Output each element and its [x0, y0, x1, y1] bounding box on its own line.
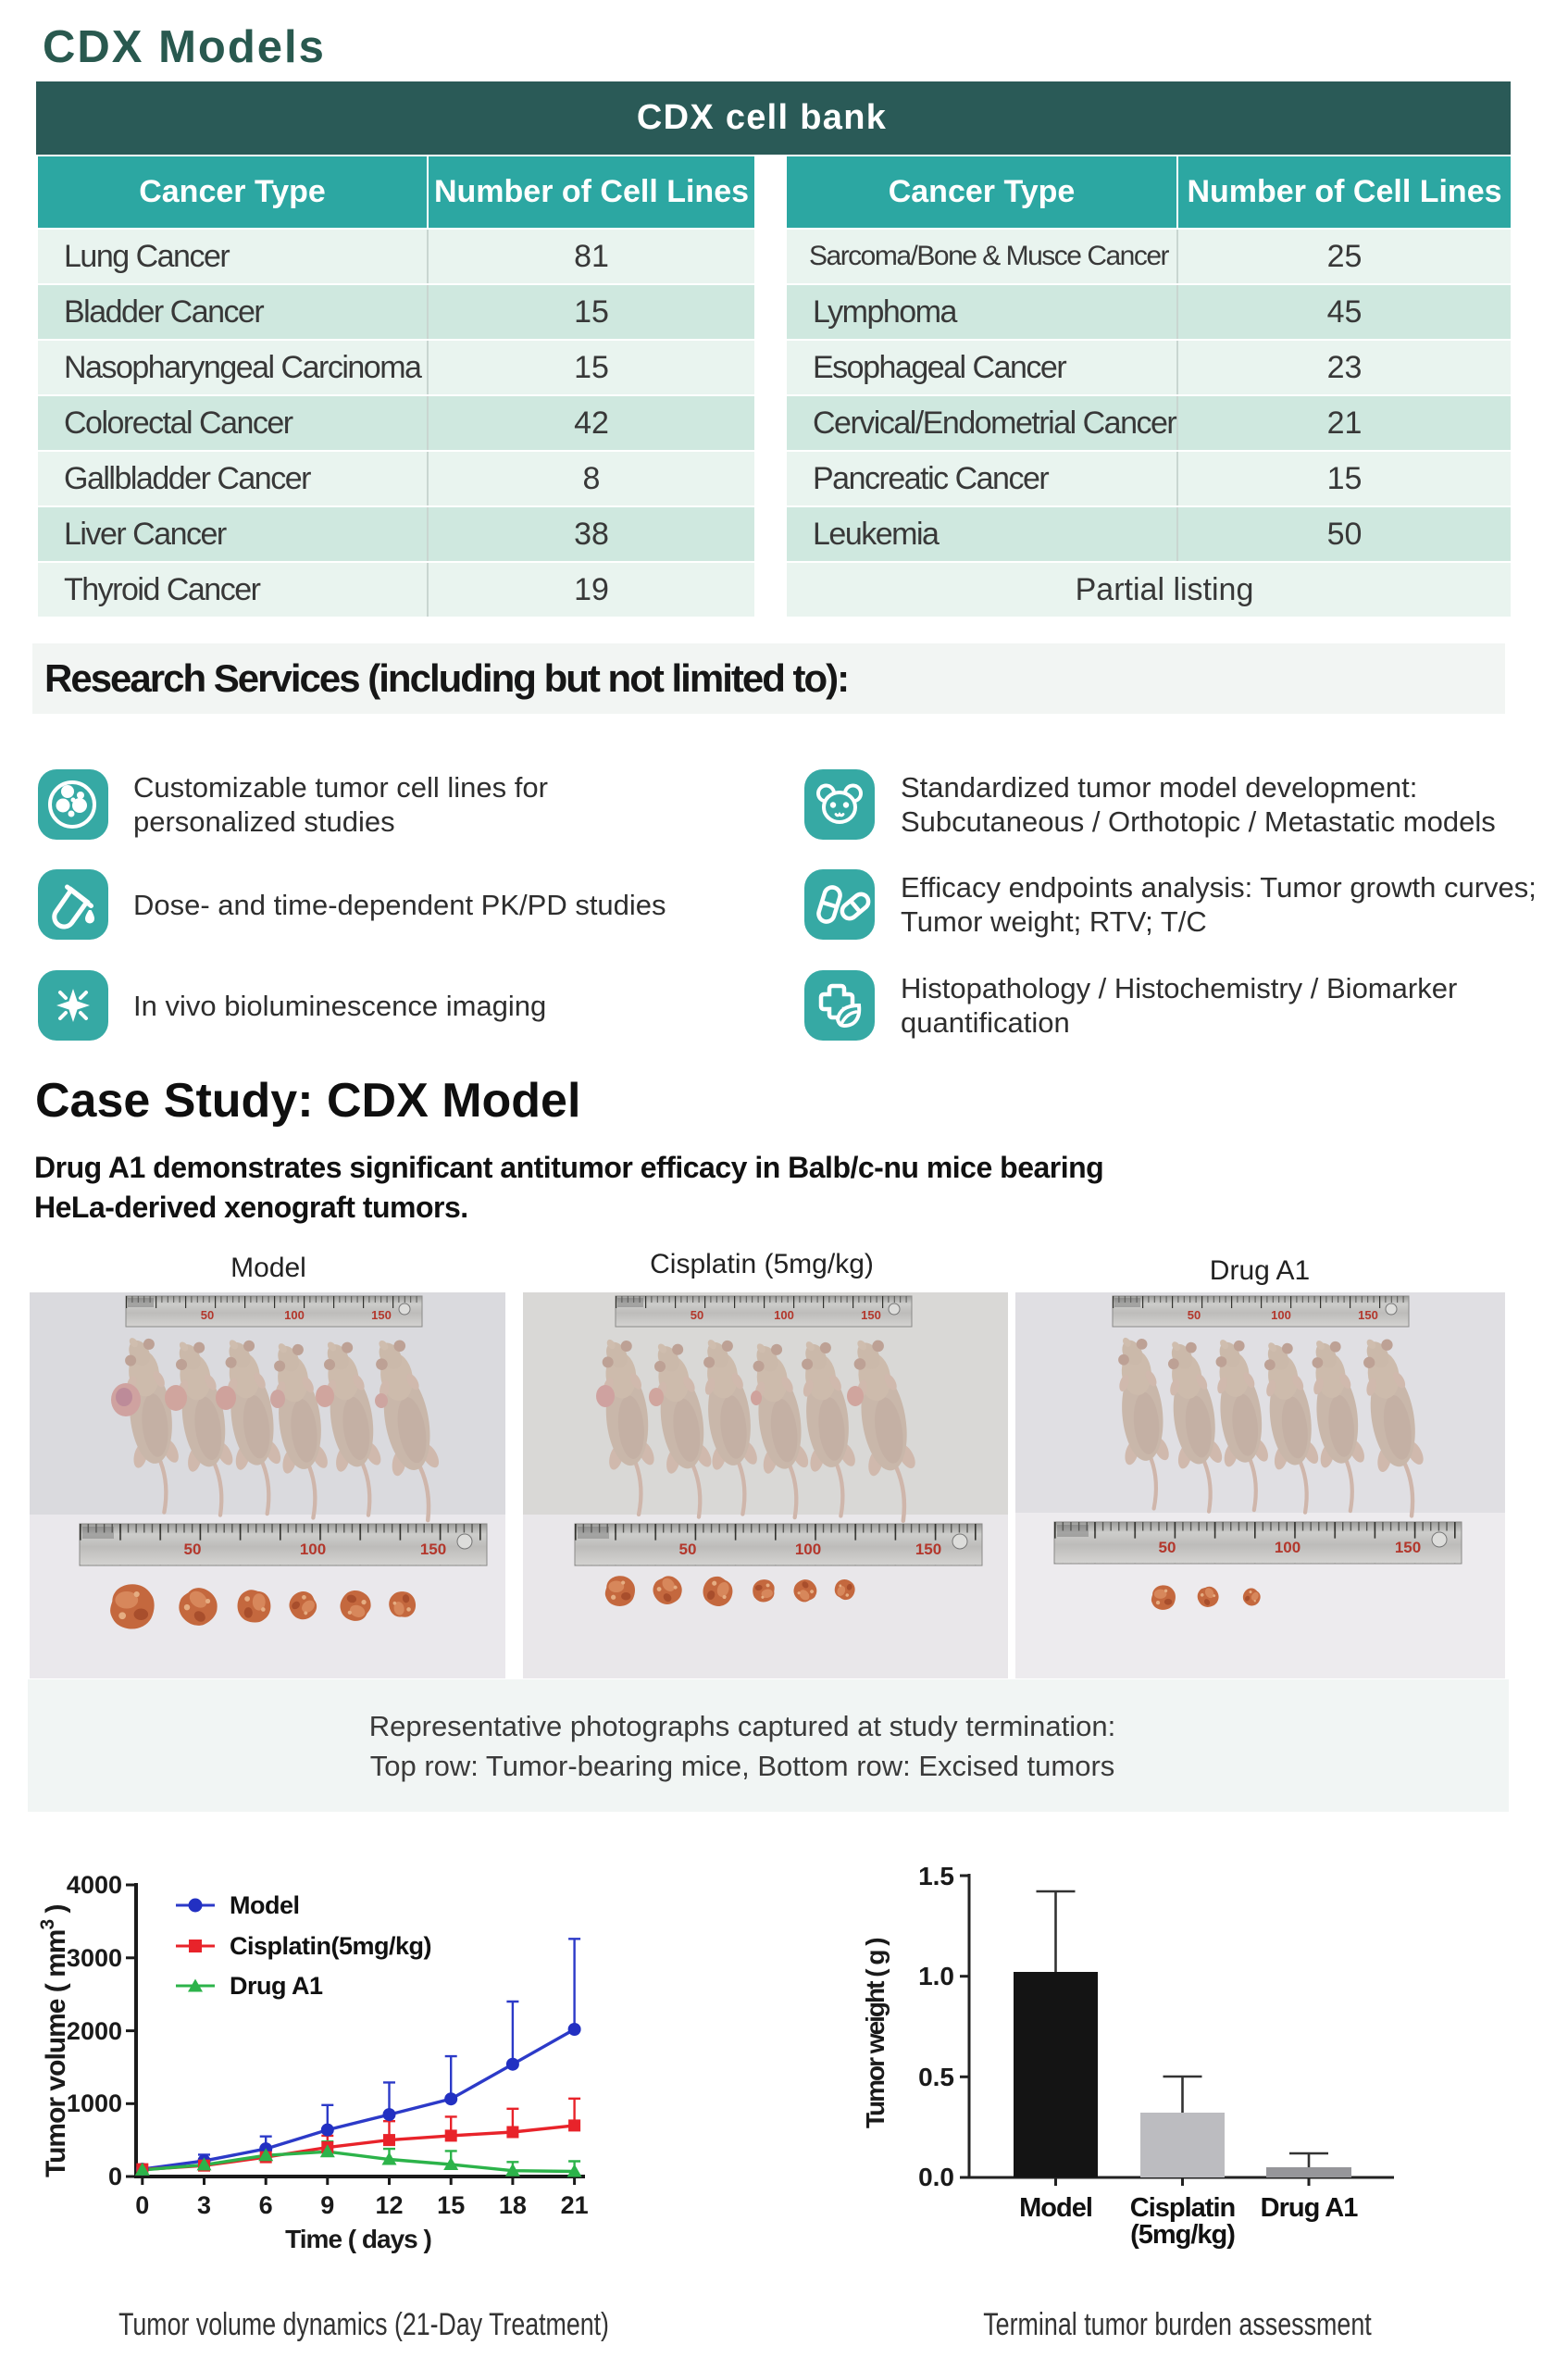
svg-text:3000: 3000: [67, 1944, 122, 1972]
svg-text:9: 9: [320, 2191, 334, 2219]
svg-text:3: 3: [197, 2191, 211, 2219]
svg-text:18: 18: [499, 2191, 527, 2219]
svg-text:4000: 4000: [67, 1871, 122, 1899]
svg-text:Time ( days ): Time ( days ): [285, 2225, 431, 2253]
svg-text:Model: Model: [230, 1891, 300, 1919]
svg-text:0: 0: [135, 2191, 149, 2219]
svg-text:21: 21: [561, 2191, 589, 2219]
svg-text:1000: 1000: [67, 2089, 122, 2117]
svg-text:2000: 2000: [67, 2017, 122, 2045]
svg-text:6: 6: [259, 2191, 273, 2219]
svg-text:Tumor weight ( g ): Tumor weight ( g ): [861, 1939, 890, 2128]
svg-text:0: 0: [108, 2163, 122, 2190]
svg-text:Drug A1: Drug A1: [1261, 2193, 1359, 2223]
svg-text:1.0: 1.0: [918, 1962, 954, 1990]
svg-text:1.5: 1.5: [918, 1862, 954, 1890]
svg-text:0.0: 0.0: [918, 2163, 954, 2191]
svg-text:Tumor volume ( mm3 ): Tumor volume ( mm3 ): [37, 1904, 71, 2177]
svg-text:Cisplatin: Cisplatin: [1130, 2193, 1235, 2223]
svg-text:15: 15: [437, 2191, 465, 2219]
svg-text:Drug A1: Drug A1: [230, 1972, 323, 2000]
svg-text:0.5: 0.5: [918, 2063, 954, 2091]
svg-text:Model: Model: [1019, 2193, 1092, 2223]
svg-text:(5mg/kg): (5mg/kg): [1130, 2220, 1235, 2250]
svg-text:Cisplatin(5mg/kg): Cisplatin(5mg/kg): [230, 1932, 431, 1960]
svg-text:12: 12: [375, 2191, 403, 2219]
